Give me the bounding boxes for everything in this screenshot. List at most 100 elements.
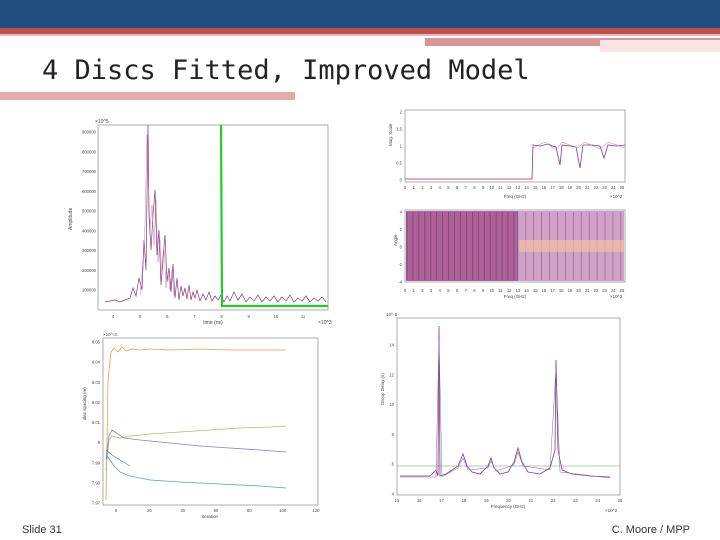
phase-x-tick: 9 [482,288,485,293]
phase-ylabel: Angle [393,234,398,246]
time-exponent: ×10^5 [95,119,109,125]
group-delay-plot: 10^-8 Group Delay (s) 14 12 10 8 6 4 15 16 17 18… [380,312,623,513]
phase-y-tick: 0 [400,245,403,250]
delay-x-tick: 17 [439,498,444,503]
iter-x-tick: 60 [214,508,219,513]
iter-x-tick: 100 [279,508,287,513]
mag-x-tick: 21 [585,185,590,190]
phase-plot: Angle 420-2-4 0 1 2 3 4 5 6 7 8 9 10 11 12 13 14 15 16 17… [393,210,626,299]
time-y-tick: 500000 [82,209,97,214]
time-ylabel: Amplitude [68,208,74,230]
mag-x-tick: 4 [439,185,442,190]
time-y-tick: 300000 [82,248,97,253]
mag-x-ticks: 0 1 2 3 4 5 6 7 8 9 10 11 12 13 14 15 16 17 18 19 20 21 22 23 24… [404,185,625,190]
mag-x-tick: 18 [559,185,564,190]
mag-x-tick: 0 [404,185,407,190]
phase-y-tick: -2 [398,262,402,267]
delay-x-tick: 15 [395,498,400,503]
phase-x-tick: 25 [620,288,625,293]
delay-x-tick: 16 [417,498,422,503]
iter-y-tick: 8.02 [92,400,101,405]
iter-x-tick: 120 [313,508,321,513]
time-y-tick: 600000 [82,189,97,194]
mag-y-tick: 1.5 [396,127,402,132]
delay-x-tick: 24 [595,498,600,503]
phase-y-ticks: 4 2 0 -2 -4 [398,210,402,285]
delay-y-tick: 4 [392,492,395,497]
mag-y-tick: 0 [400,178,403,183]
phase-x-tick: 17 [550,288,555,293]
phase-x-tick: 1 [413,288,416,293]
time-x-tick: 4 [112,314,115,319]
phase-x-tick: 18 [559,288,564,293]
phase-x-tick: 23 [602,288,607,293]
mag-x-tick: 15 [533,185,538,190]
mag-x-tick: 3 [430,185,433,190]
iter-x-tick: 40 [180,508,185,513]
iter-y-ticks: 8.05 8.04 8.03 8.02 8.01 8 7.99 7.98 7.97 [92,340,101,506]
mag-x-tick: 6 [456,185,459,190]
delay-x-tick: 20 [506,498,511,503]
time-y-ticks: 900000 800000 700000 600000 500000 400000 3000… [82,130,97,293]
delay-x-tick: 21 [528,498,533,503]
time-x-tick: 5 [139,314,142,319]
iter-x-tick: 20 [147,508,152,513]
delay-x-tick: 22 [551,498,556,503]
time-x-tick: 9 [248,314,251,319]
phase-x-tick: 4 [439,288,442,293]
iter-y-tick: 7.99 [92,460,101,465]
mag-xexp: ×10^2 [610,194,623,199]
phase-x-tick: 22 [594,288,599,293]
iter-y-tick: 8 [98,440,101,445]
time-y-tick: 100000 [82,288,97,293]
delay-x-tick: 18 [462,498,467,503]
iter-series-blue-2 [105,449,131,467]
iter-exponent: ×10^-3 [103,332,117,337]
slide-number: Slide 31 [22,524,62,536]
phase-x-tick: 24 [611,288,616,293]
iter-series-purple [105,429,287,461]
mag-x-tick: 10 [489,185,494,190]
phase-x-tick: 0 [404,288,407,293]
magnitude-line [405,143,626,180]
mag-x-tick: 7 [465,185,468,190]
iter-x-tick: 80 [247,508,252,513]
mag-x-tick: 9 [482,185,485,190]
mag-x-tick: 20 [576,185,581,190]
time-x-tick: 6 [166,314,169,319]
time-xexp: ×10^3 [318,320,332,326]
delay-y-tick: 8 [392,432,395,437]
delay-x-tick: 19 [484,498,489,503]
phase-x-tick: 6 [456,288,459,293]
time-signal-line-2 [139,134,175,297]
delay-x-tick: 23 [573,498,578,503]
delay-y-tick: 14 [389,343,394,348]
phase-x-tick: 15 [533,288,538,293]
time-y-tick: 900000 [82,130,97,135]
iter-x-tick: 0 [115,508,118,513]
phase-x-tick: 20 [576,288,581,293]
phase-x-tick: 3 [430,288,433,293]
time-y-tick: 200000 [82,268,97,273]
iter-series-green [105,425,287,471]
phase-y-tick: -4 [398,280,402,285]
mag-x-tick: 14 [524,185,529,190]
phase-x-tick: 13 [516,288,521,293]
iter-series-blue [105,454,287,489]
header-decoration [600,40,720,52]
delay-ylabel: Group Delay (s) [380,373,385,405]
phase-x-tick: 7 [465,288,468,293]
time-x-ticks: 4 5 6 7 8 9 10 11 [112,314,306,319]
mag-ylabel: Mag. Scale [388,123,393,146]
mag-x-tick: 13 [516,185,521,190]
mag-xlabel: Freq (GHz) [504,194,527,199]
header-bar [0,0,720,28]
delay-y-tick: 12 [389,372,394,377]
phase-x-ticks: 0 1 2 3 4 5 6 7 8 9 10 11 12 13 14 15 16 17 18 19 20 21 22 23 24… [404,288,625,293]
iter-xlabel: iteration [202,514,219,519]
time-x-tick: 8 [220,314,223,319]
phase-x-tick: 19 [568,288,573,293]
phase-y-tick: 2 [400,227,403,232]
time-y-tick: 700000 [82,169,97,174]
iter-ylabel: disc spacing (m) [82,387,87,420]
